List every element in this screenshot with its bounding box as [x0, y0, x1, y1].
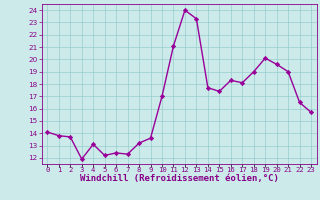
X-axis label: Windchill (Refroidissement éolien,°C): Windchill (Refroidissement éolien,°C) [80, 174, 279, 183]
